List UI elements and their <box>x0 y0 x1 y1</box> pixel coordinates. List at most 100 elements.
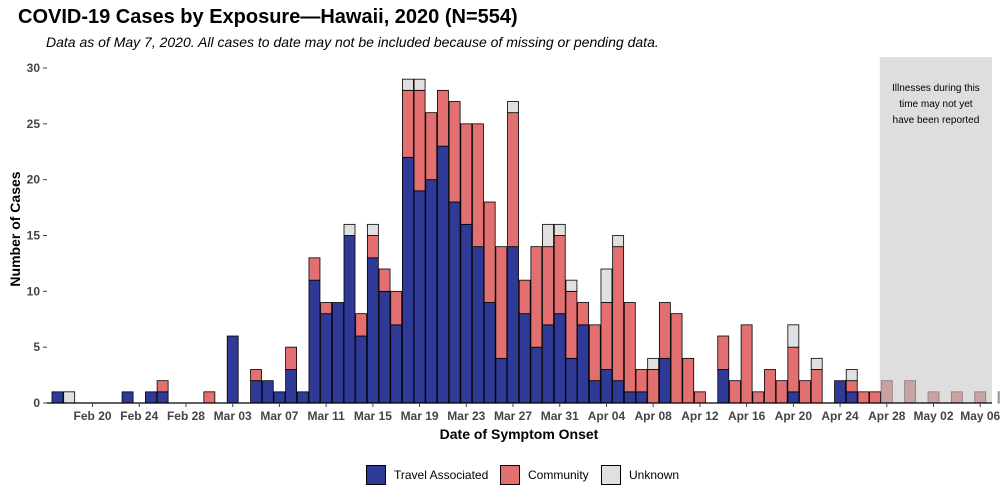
bar-travel <box>787 391 800 404</box>
bar-travel <box>425 179 438 404</box>
bar-travel <box>600 369 613 404</box>
legend-item-unknown: Unknown <box>601 462 679 488</box>
x-tick-label: Mar 23 <box>447 409 485 423</box>
bar-travel <box>343 235 356 404</box>
late-reporting-shade <box>879 57 992 403</box>
bar-travel <box>507 246 519 404</box>
bar-community <box>857 391 870 404</box>
bar-travel <box>366 257 379 404</box>
legend-label-unknown: Unknown <box>629 468 680 482</box>
x-tick-label: Apr 28 <box>868 409 906 423</box>
y-tick-label: 30 <box>27 61 41 75</box>
bar-community <box>752 391 765 404</box>
x-tick-label: Feb 20 <box>74 409 112 423</box>
bar-community <box>483 201 496 303</box>
x-tick-label: Mar 11 <box>307 409 345 423</box>
bar-community <box>799 380 811 404</box>
bar-community <box>658 302 671 359</box>
bar-travel <box>296 391 309 404</box>
bar-community <box>787 346 800 393</box>
bar-travel <box>635 391 648 404</box>
y-tick-label: 5 <box>33 340 40 354</box>
bar-travel <box>401 156 414 404</box>
bar-unknown <box>401 78 414 91</box>
bar-community <box>717 335 730 370</box>
bar-community <box>542 246 554 326</box>
x-tick-label: Feb 28 <box>167 409 205 423</box>
x-tick-label: Apr 16 <box>728 409 766 423</box>
x-tick-label: Apr 08 <box>635 409 673 423</box>
legend: Travel Associated Community Unknown <box>0 462 1000 488</box>
bar-community <box>203 391 216 404</box>
annotation-line: Illnesses during this <box>892 83 980 94</box>
bar-travel <box>121 391 134 404</box>
y-tick-label: 10 <box>27 284 41 298</box>
bar-community <box>764 369 776 404</box>
bar-unknown <box>974 391 987 404</box>
x-tick-label: May 02 <box>913 409 953 423</box>
bar-community <box>775 380 788 404</box>
bar-community <box>448 101 461 203</box>
bar-community <box>845 380 858 393</box>
bar-unknown <box>343 223 356 236</box>
bar-unknown <box>647 357 660 370</box>
bars <box>51 78 1000 404</box>
chart-title: COVID-19 Cases by Exposure—Hawaii, 2020 … <box>18 6 518 28</box>
bar-travel <box>495 357 508 404</box>
bar-travel <box>261 380 274 404</box>
x-tick-label: Apr 12 <box>681 409 719 423</box>
bar-community <box>156 380 169 393</box>
bar-community <box>635 369 648 393</box>
bar-travel <box>308 279 321 404</box>
bar-travel <box>518 313 531 404</box>
bar-travel <box>250 380 262 404</box>
x-tick-label: Apr 04 <box>588 409 626 423</box>
axes: 0 5 10 15 20 25 30 Feb 20 Feb 24 Feb 28 Mar 03 Mar … <box>27 61 1000 423</box>
bar-community <box>355 313 368 337</box>
bar-unknown <box>565 279 578 292</box>
bar-travel <box>51 391 64 404</box>
bar-community <box>880 380 893 404</box>
bar-travel <box>623 391 636 404</box>
bar-community <box>378 268 391 292</box>
bar-travel <box>273 391 286 404</box>
bar-travel <box>658 357 671 404</box>
bar-community <box>670 313 683 404</box>
bar-community <box>577 302 589 326</box>
x-tick-label: Mar 07 <box>260 409 298 423</box>
bar-community <box>810 369 823 404</box>
bar-unknown <box>845 369 858 382</box>
bar-travel <box>565 357 578 404</box>
bar-travel <box>530 346 543 404</box>
bar-community <box>460 123 473 225</box>
bar-community <box>250 369 262 382</box>
chart-subtitle: Data as of May 7, 2020. All cases to dat… <box>46 34 659 50</box>
x-tick-label: May 06 <box>960 409 1000 423</box>
late-reporting-band: Illnesses during this time may not yet hav… <box>879 57 992 403</box>
bar-travel <box>145 391 157 404</box>
bar-unknown <box>997 391 1000 404</box>
bar-community <box>694 391 706 404</box>
bar-unknown <box>950 391 963 404</box>
bar-community <box>623 302 636 393</box>
y-tick-label: 0 <box>33 396 40 410</box>
bar-unknown <box>810 357 823 370</box>
bar-community <box>507 112 519 248</box>
annotation-line: have been reported <box>893 115 980 126</box>
bar-community <box>366 235 379 259</box>
y-tick-label: 15 <box>27 229 41 243</box>
bar-community <box>425 112 438 181</box>
x-tick-label: Mar 03 <box>214 409 252 423</box>
chart-area: Illnesses during this time may not yet hav… <box>7 57 1000 442</box>
annotation-line: time may not yet <box>899 99 973 110</box>
bar-unknown <box>553 223 566 236</box>
bar-unknown <box>927 391 940 404</box>
bar-community <box>869 391 881 404</box>
bar-community <box>553 235 566 315</box>
bar-community <box>390 290 403 326</box>
bar-travel <box>542 324 554 404</box>
x-tick-label: Apr 24 <box>821 409 859 423</box>
bar-travel <box>448 201 461 404</box>
bar-community <box>413 89 426 192</box>
x-tick-label: Mar 19 <box>401 409 439 423</box>
